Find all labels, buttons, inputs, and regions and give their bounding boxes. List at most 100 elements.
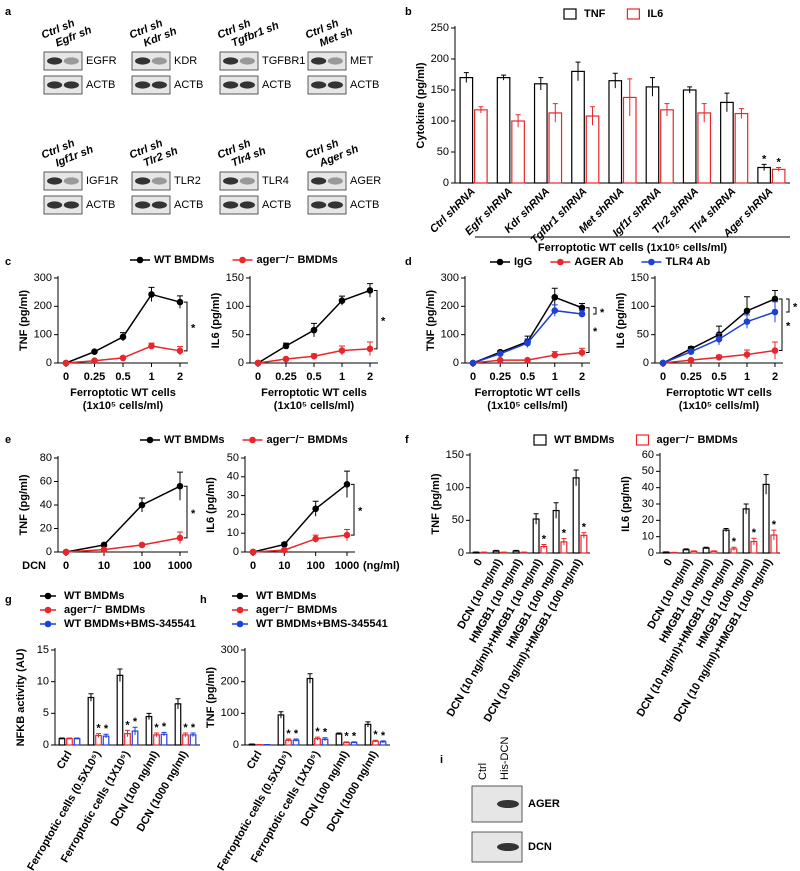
point bbox=[771, 308, 779, 316]
error-bar bbox=[743, 503, 749, 514]
significance: * bbox=[191, 722, 196, 734]
error-bar bbox=[515, 114, 521, 128]
panel-label: c bbox=[5, 256, 11, 268]
y-tick-label: 40 bbox=[642, 482, 654, 494]
error-bar bbox=[322, 737, 328, 741]
blot-band bbox=[223, 57, 239, 65]
bar bbox=[145, 715, 153, 746]
x-tick-label: 10 bbox=[278, 560, 290, 572]
error-bar bbox=[761, 163, 767, 171]
blot-box bbox=[131, 171, 171, 191]
error-bar bbox=[146, 712, 152, 720]
y-tick-label: 100 bbox=[226, 300, 244, 312]
blot-box bbox=[307, 171, 347, 191]
error-bar bbox=[501, 74, 507, 81]
error-bar bbox=[731, 546, 737, 551]
error-bar bbox=[771, 529, 777, 540]
error-bar bbox=[336, 732, 342, 735]
blot-box bbox=[43, 171, 83, 191]
y-tick-label: 200 bbox=[441, 300, 459, 312]
error-bar bbox=[664, 103, 670, 117]
blot-band bbox=[63, 177, 79, 185]
legend-marker bbox=[44, 620, 52, 628]
significance: * bbox=[752, 527, 757, 539]
x-tick-label: Ctrl bbox=[245, 749, 265, 771]
protein-label: ACTB bbox=[262, 79, 291, 91]
error-bar bbox=[723, 528, 729, 532]
line bbox=[65, 537, 181, 553]
blot-band bbox=[223, 177, 239, 185]
legend-marker bbox=[648, 258, 655, 266]
point bbox=[310, 352, 318, 360]
x-tick-label: 0 bbox=[660, 371, 666, 383]
legend-marker bbox=[236, 606, 244, 614]
error-bar bbox=[344, 741, 349, 744]
y-tick-label: 0 bbox=[458, 547, 464, 559]
error-bar bbox=[538, 77, 544, 90]
y-tick-label: 50 bbox=[642, 465, 654, 477]
y-tick-label: 0 bbox=[46, 546, 52, 558]
bar bbox=[533, 83, 548, 184]
x-tick-label: 0 bbox=[255, 371, 261, 383]
error-bar bbox=[561, 538, 567, 546]
bar bbox=[66, 738, 73, 746]
blot-box bbox=[307, 75, 347, 95]
y-tick-label: 100 bbox=[631, 300, 649, 312]
bracket bbox=[779, 298, 783, 352]
x-prefix: DCN bbox=[22, 560, 46, 572]
error-bar bbox=[125, 729, 130, 737]
blot-band bbox=[47, 201, 63, 209]
y-axis-label: IL6 (pg/ml) bbox=[620, 476, 632, 532]
y-axis-label: IL6 (pg/ml) bbox=[210, 292, 222, 348]
bar bbox=[608, 80, 623, 184]
significance: * bbox=[732, 536, 737, 548]
x-tick-label: 0 bbox=[63, 560, 69, 572]
error-bar bbox=[649, 77, 655, 97]
error-bar bbox=[74, 737, 80, 740]
significance: * bbox=[772, 519, 777, 531]
point bbox=[743, 318, 751, 325]
significance: * bbox=[373, 729, 378, 741]
y-tick-label: 60 bbox=[642, 449, 654, 461]
legend-marker bbox=[635, 434, 650, 446]
blot-box bbox=[43, 75, 83, 95]
y-tick-label: 20 bbox=[40, 522, 52, 534]
point bbox=[715, 335, 723, 343]
bar bbox=[697, 112, 712, 184]
point bbox=[578, 349, 586, 356]
point bbox=[312, 505, 319, 513]
bar bbox=[364, 723, 372, 746]
significance: * bbox=[286, 728, 291, 740]
blot-box bbox=[219, 195, 259, 215]
error-bar bbox=[161, 731, 167, 737]
bar bbox=[277, 714, 285, 746]
error-bar bbox=[493, 549, 499, 552]
line bbox=[65, 293, 181, 364]
bar bbox=[585, 115, 600, 184]
point bbox=[312, 535, 319, 543]
blot-band bbox=[311, 177, 327, 185]
blot-band bbox=[327, 201, 343, 209]
line bbox=[472, 296, 583, 364]
error-bar bbox=[88, 693, 94, 702]
legend-label: ager⁻/⁻ BMDMs bbox=[256, 604, 337, 616]
protein-label: TLR2 bbox=[174, 175, 201, 187]
error-bar bbox=[513, 549, 519, 552]
blot-band bbox=[135, 81, 151, 89]
significance: * bbox=[294, 728, 299, 740]
point bbox=[687, 348, 695, 355]
legend-label: WT BMDMs+BMS-345541 bbox=[256, 618, 388, 630]
point bbox=[338, 297, 346, 304]
legend-marker bbox=[44, 606, 52, 614]
blot-band bbox=[327, 81, 343, 89]
protein-label: AGER bbox=[350, 175, 381, 187]
point bbox=[119, 354, 127, 362]
error-bar bbox=[553, 502, 559, 519]
point bbox=[62, 548, 70, 556]
significance: * bbox=[762, 153, 767, 165]
significance: * bbox=[154, 722, 159, 734]
error-bar bbox=[573, 469, 579, 486]
x-axis-label: Ferroptotic WT cells bbox=[70, 387, 176, 399]
significance: * bbox=[162, 721, 167, 733]
